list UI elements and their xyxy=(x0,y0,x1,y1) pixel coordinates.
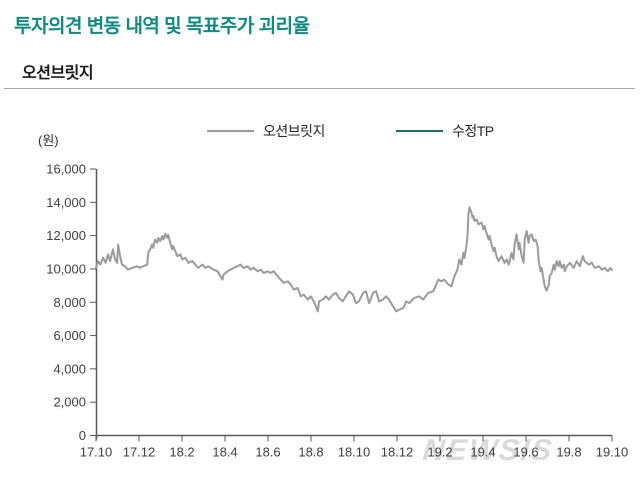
legend-label-tp: 수정TP xyxy=(452,123,494,139)
y-axis-label: 16,000 xyxy=(46,162,86,177)
stock-line-swatch-icon xyxy=(207,130,254,132)
y-axis-label: 2,000 xyxy=(53,395,86,410)
x-axis-label: 18.10 xyxy=(338,445,371,460)
subtitle-divider xyxy=(4,88,635,89)
chart-subtitle: 오션브릿지 xyxy=(22,65,94,82)
y-axis-label: 8,000 xyxy=(53,295,86,310)
x-axis-label: 18.4 xyxy=(212,445,237,460)
y-axis-label: 6,000 xyxy=(53,328,86,343)
legend-item-stock: 오션브릿지 xyxy=(207,123,325,139)
x-axis-label: 18.12 xyxy=(381,445,414,460)
tp-line-swatch-icon xyxy=(396,130,443,132)
y-axis-label: 12,000 xyxy=(46,228,86,243)
x-axis-label: 18.8 xyxy=(298,445,323,460)
x-axis-label: 19.6 xyxy=(513,445,538,460)
x-axis-label: 18.2 xyxy=(169,445,194,460)
x-axis-label: 18.6 xyxy=(255,445,280,460)
page-title: 투자의견 변동 내역 및 목표주가 괴리율 xyxy=(14,16,310,37)
legend-label-stock: 오션브릿지 xyxy=(263,123,325,139)
x-axis-label: 17.10 xyxy=(80,445,113,460)
y-axis-unit-label: (원) xyxy=(38,133,59,148)
series-line-오션브릿지 xyxy=(95,206,613,313)
x-axis-label: 19.4 xyxy=(470,445,495,460)
y-axis-label: 10,000 xyxy=(46,261,86,276)
x-axis-label: 19.10 xyxy=(596,445,629,460)
x-axis-label: 19.8 xyxy=(556,445,581,460)
y-axis-label: 14,000 xyxy=(46,195,86,210)
legend-item-tp: 수정TP xyxy=(396,123,494,139)
y-axis-label: 4,000 xyxy=(53,361,86,376)
x-axis-label: 19.2 xyxy=(427,445,452,460)
y-axis-label: 0 xyxy=(79,428,86,443)
x-axis-label: 17.12 xyxy=(123,445,156,460)
